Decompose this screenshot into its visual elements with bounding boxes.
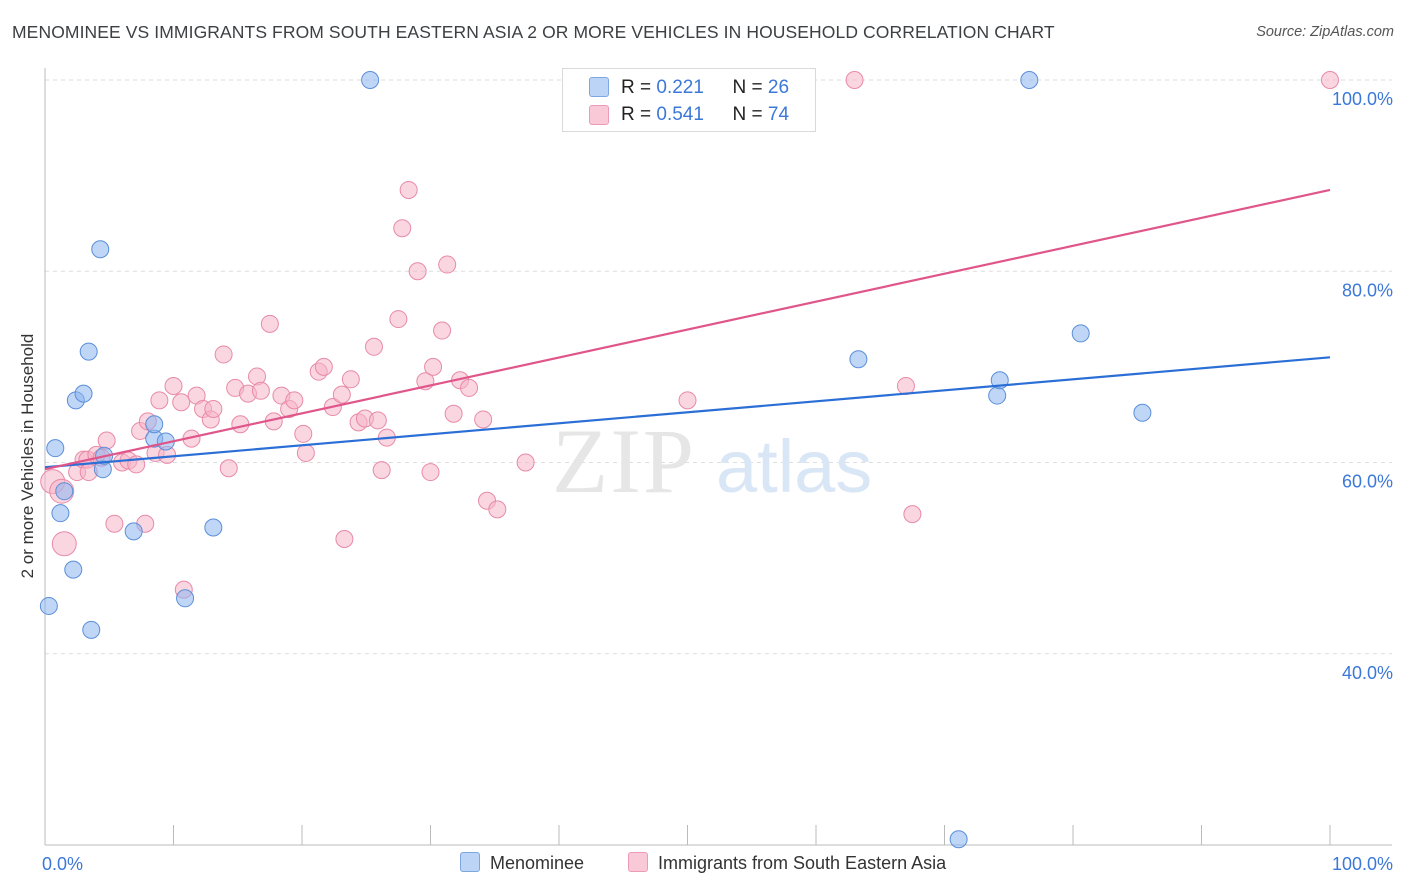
bottom-legend-swatch-menominee [460,852,480,872]
immigrants-point [97,431,116,450]
menominee-point [124,522,143,541]
immigrants-point [214,345,233,364]
legend-n-label: N = [732,77,763,98]
immigrants-point [368,411,387,430]
legend-n-label: N = [732,104,763,125]
legend-n-value: 74 [767,104,790,125]
immigrants-point [314,357,333,376]
immigrants-point [164,377,183,395]
immigrants-point [389,310,408,329]
y-tick-label: 60.0% [1342,472,1393,492]
immigrants-point [516,453,535,472]
bottom-legend-label-menominee: Menominee [490,853,585,873]
immigrants-point [105,514,124,533]
legend-r-value: 0.541 [656,104,704,125]
menominee-point [176,589,195,608]
menominee-point [74,384,93,403]
immigrants-trend-line [44,188,1331,471]
chart-title: MENOMINEE VS IMMIGRANTS FROM SOUTH EASTE… [12,22,1055,42]
bottom-legend-swatch-immigrants [628,852,648,872]
menominee-point [79,342,98,361]
legend-swatch-menominee [589,77,609,97]
immigrants-point [433,321,452,340]
immigrants-point [335,530,354,548]
menominee-point [51,504,70,523]
immigrants-point [393,219,412,238]
menominee-point [1020,71,1039,89]
immigrants-point [219,459,238,478]
immigrants-point [408,262,427,281]
menominee-point [1133,403,1152,422]
immigrants-point [260,314,279,333]
menominee-point [204,518,223,537]
watermark-atlas: atlas [716,425,872,508]
immigrants-point [896,377,915,395]
source-label: Source: ZipAtlas.com [1256,24,1394,40]
legend-r-label: R = [621,104,652,125]
immigrants-point [903,505,922,524]
immigrants-point [678,391,697,410]
watermark-zip: ZIP [552,410,696,512]
immigrants-point [424,357,443,376]
menominee-point [361,71,380,89]
immigrants-point [172,393,191,412]
x-tick-label: 100.0% [1332,854,1393,874]
immigrants-point [285,391,304,410]
immigrants-point [845,71,864,89]
immigrants-point [231,415,250,434]
bottom-legend-immigrants: Immigrants from South Eastern Asia [628,852,946,874]
immigrants-point [1321,71,1339,89]
y-tick-label: 80.0% [1342,280,1393,300]
menominee-point [1071,324,1090,343]
menominee-point [849,350,868,369]
legend-row-menominee: R = 0.221 N = 26 [621,77,789,99]
immigrants-point [341,370,360,389]
immigrants-point [296,443,315,462]
y-tick-label: 100.0% [1332,89,1393,109]
immigrants-point [364,337,383,356]
menominee-point [91,240,110,259]
immigrants-point [251,381,270,400]
bottom-legend-menominee: Menominee [460,852,584,874]
menominee-point [55,482,74,501]
x-tick-label: 0.0% [42,854,83,874]
immigrants-point [488,500,507,519]
y-tick-label: 40.0% [1342,663,1393,683]
menominee-point [145,415,164,434]
immigrants-point [294,424,313,443]
immigrants-point [332,385,351,404]
immigrants-point [460,378,479,397]
immigrants-point [51,531,77,557]
menominee-point [949,830,968,849]
menominee-point [46,439,65,458]
legend-n-value: 26 [767,77,790,98]
legend-swatch-immigrants [589,105,609,125]
legend-r-label: R = [621,77,652,98]
legend: R = 0.221 N = 26 R = 0.541 N = 74 [562,68,816,132]
immigrants-point [421,463,440,482]
immigrants-point [444,404,463,423]
menominee-point [82,620,101,639]
bottom-legend-label-immigrants: Immigrants from South Eastern Asia [658,853,947,873]
immigrants-point [438,255,457,274]
legend-r-value: 0.221 [656,77,704,98]
menominee-trend-line [44,356,1331,469]
menominee-point [39,596,58,615]
immigrants-point [474,410,493,429]
menominee-point [64,560,83,579]
menominee-point [988,386,1007,405]
legend-row-immigrants: R = 0.541 N = 74 [621,104,789,126]
immigrants-point [399,180,418,199]
immigrants-point [204,399,223,418]
immigrants-point [372,461,391,480]
immigrants-point [150,391,169,410]
